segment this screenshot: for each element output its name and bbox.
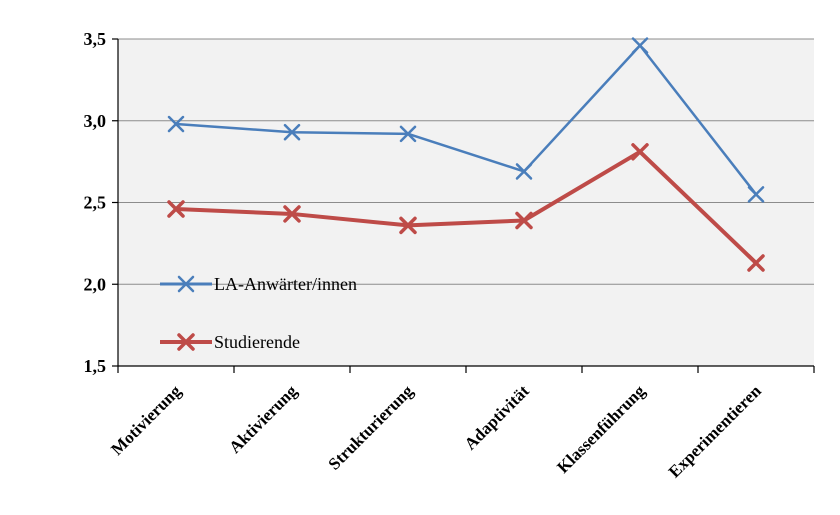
data-point [167,200,185,218]
legend-marker-x [177,275,195,293]
x-tick-label: Klassenführung [553,381,649,477]
x-tick-labels: Motivierung Aktivierung Strukturierung Adap… [107,381,765,481]
x-tick-label: Adaptivität [461,381,533,453]
legend-label-1: Studierende [214,332,300,352]
legend-marker-0 [177,275,195,293]
series-group [167,37,765,272]
y-tick-labels: 3,5 3,0 2,5 2,0 1,5 [84,29,107,376]
series-line-0 [175,44,757,196]
y-tick-label: 3,0 [84,111,107,131]
y-tick-label: 1,5 [84,356,107,376]
y-tick-label: 2,0 [84,274,107,294]
y-tick-label: 2,5 [84,193,107,213]
legend-marker-1 [177,333,195,351]
x-tick-label: Strukturierung [325,381,418,474]
data-point [631,37,649,54]
legend: LA-Anwärter/innen Studierende [160,274,357,352]
data-point [515,211,533,230]
x-tick-label: Aktivierung [225,381,301,457]
data-point [167,115,185,133]
data-point [631,143,649,161]
legend-label-0: LA-Anwärter/innen [214,274,357,294]
data-point [399,125,417,143]
data-point [283,123,301,141]
y-tick-label: 3,5 [84,29,107,49]
data-point [399,216,417,235]
data-point [747,186,765,203]
x-tick-label: Motivierung [107,381,185,459]
series-line-1 [175,149,758,265]
data-point [515,163,533,180]
legend-marker-x [177,333,195,351]
data-point [283,205,301,223]
x-tick-label: Experimentieren [665,381,765,481]
data-point [747,254,765,272]
